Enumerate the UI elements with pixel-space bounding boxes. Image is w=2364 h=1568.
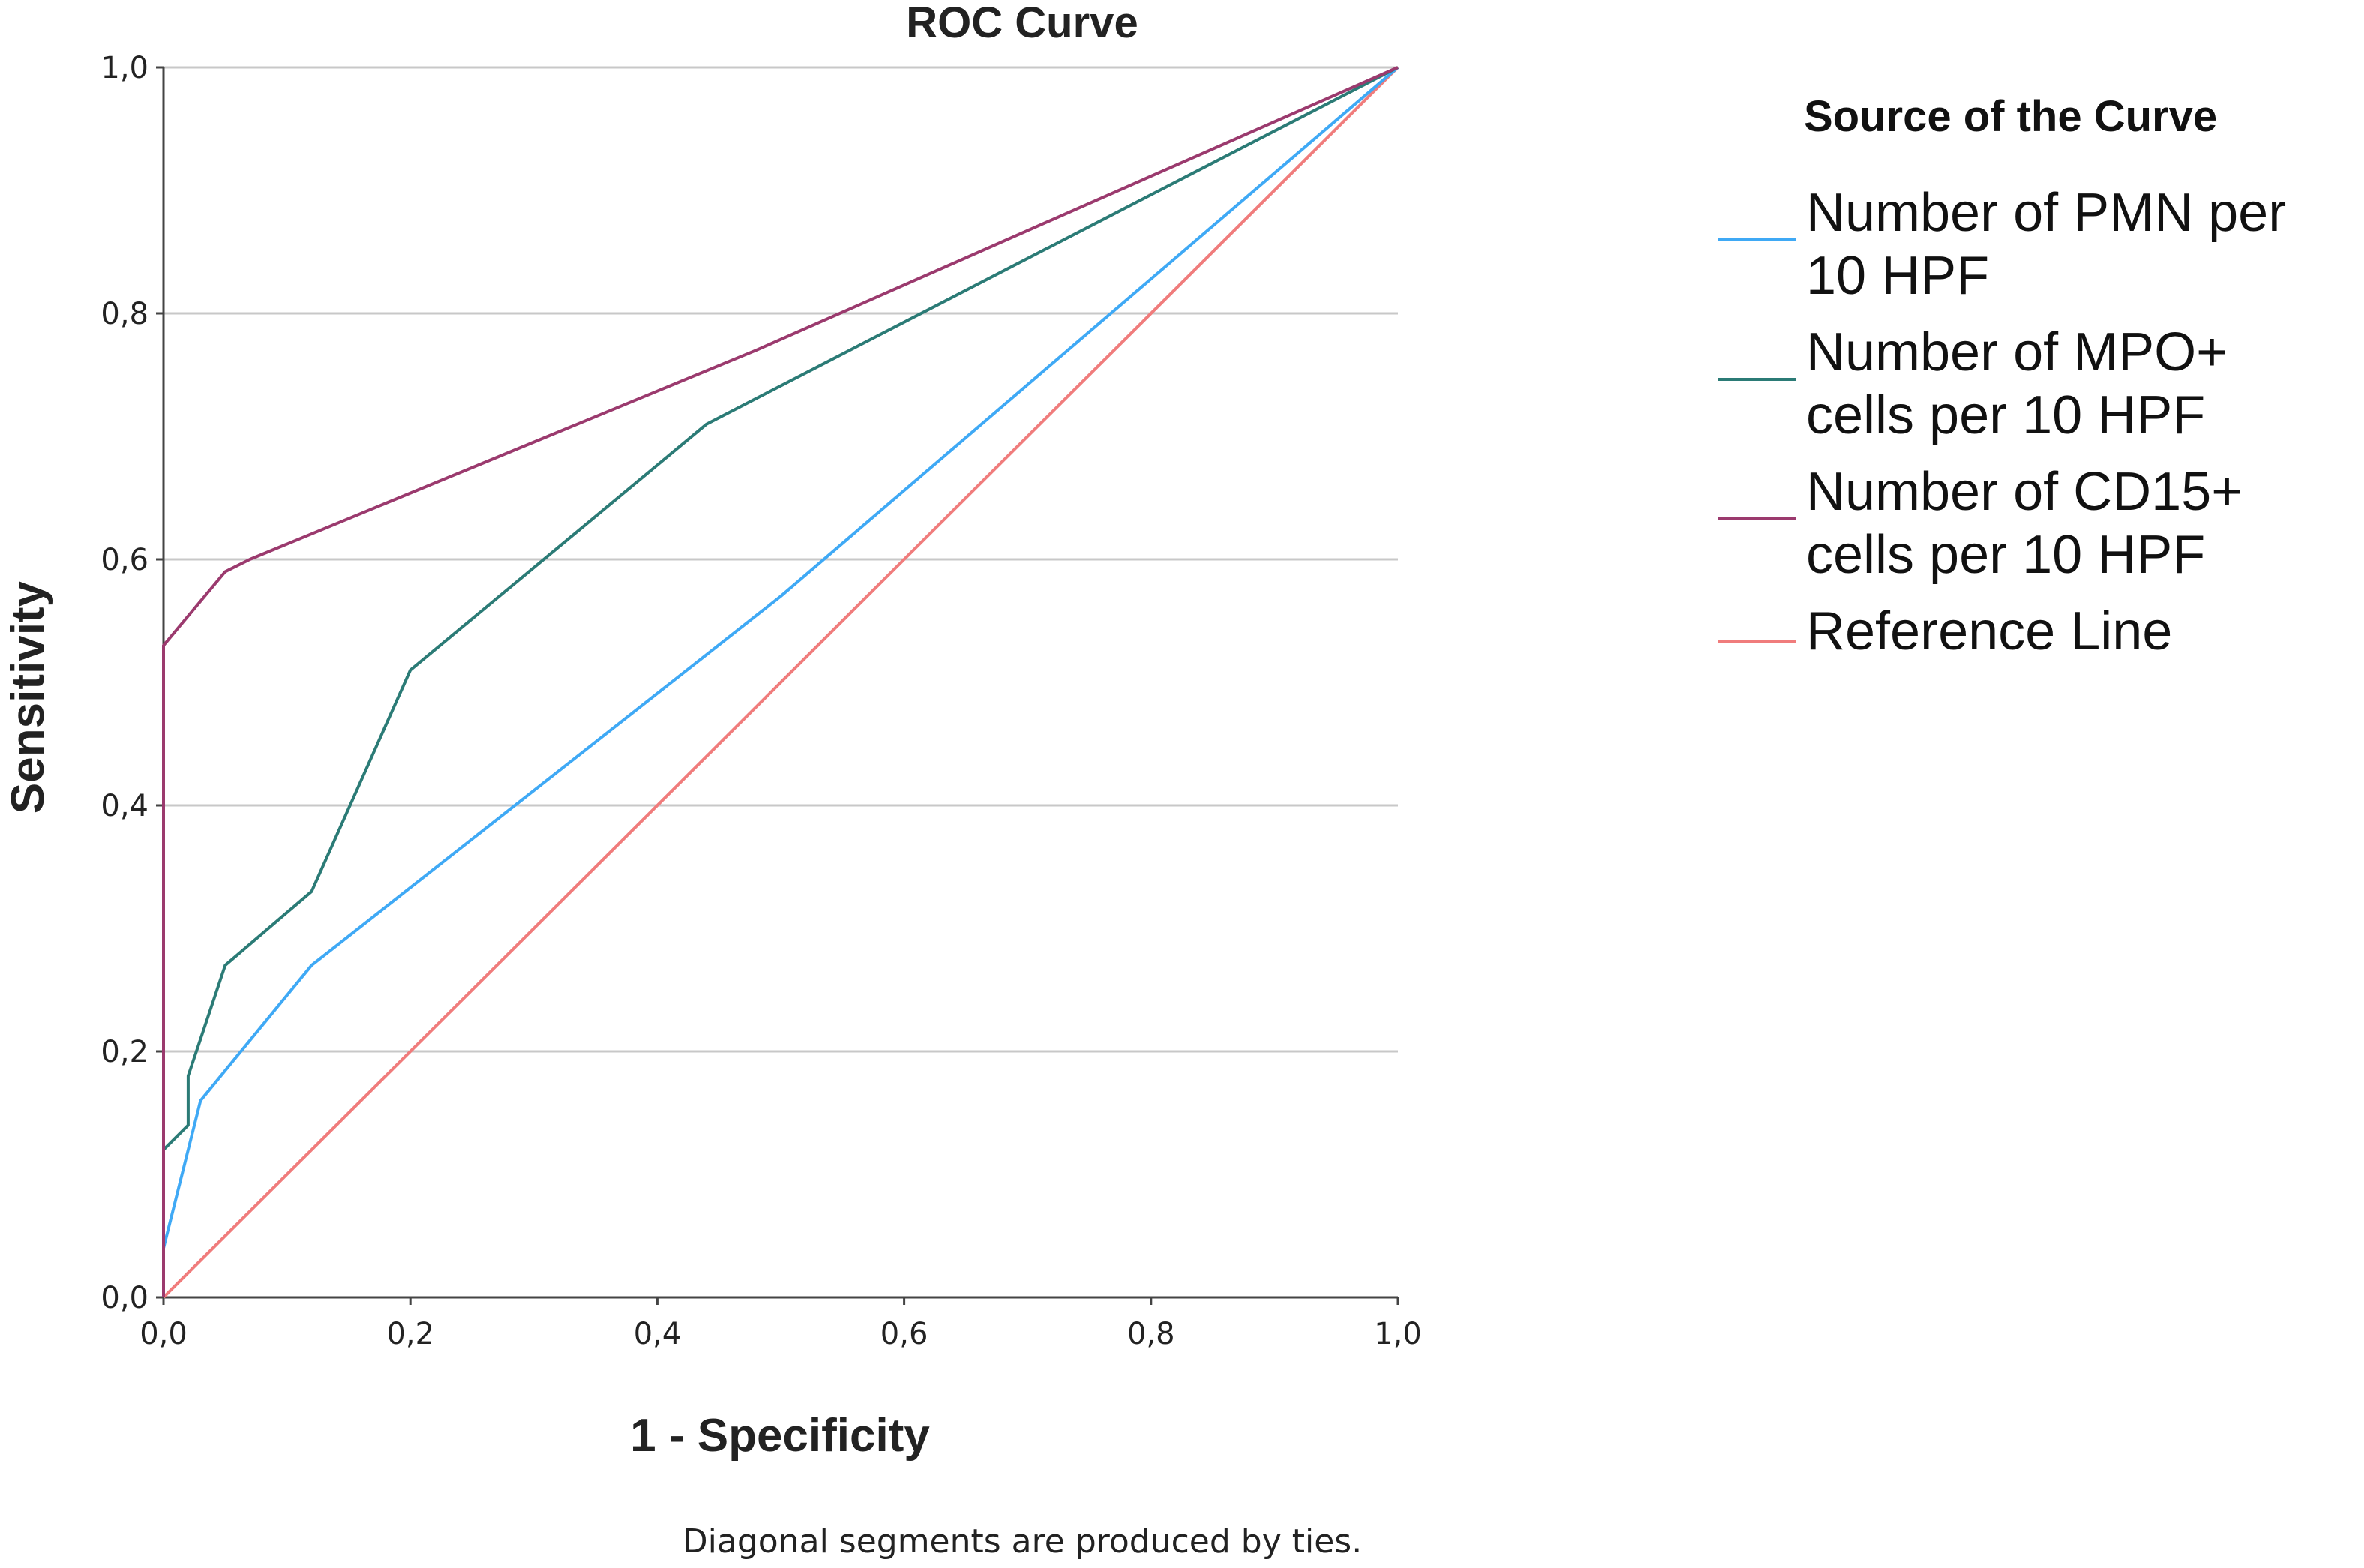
legend-label: cells per 10 HPF xyxy=(1806,525,2205,585)
x-tick-label: 0,6 xyxy=(880,1317,928,1351)
y-axis-label: Sensitivity xyxy=(2,580,54,814)
legend-label: Number of PMN per xyxy=(1806,183,2286,243)
x-tick-label: 0,4 xyxy=(634,1317,682,1351)
x-tick-label: 1,0 xyxy=(1374,1317,1422,1351)
chart-title: ROC Curve xyxy=(906,0,1138,47)
series-line-number-of-mpo-cells-per-10-hpf xyxy=(162,66,1399,1297)
legend-title: Source of the Curve xyxy=(1804,92,2217,141)
x-tick-label: 0,8 xyxy=(1127,1317,1175,1351)
y-tick-label: 0,8 xyxy=(100,297,148,331)
legend: Source of the Curve Number of PMN per10 … xyxy=(1718,92,2286,661)
legend-label: Number of CD15+ xyxy=(1806,462,2242,522)
y-tick-label: 0,2 xyxy=(100,1035,148,1069)
legend-label: cells per 10 HPF xyxy=(1806,385,2205,445)
y-tick-label: 0,4 xyxy=(100,789,148,823)
legend-item-number-of-cd15-cells-per-10-hpf: Number of CD15+cells per 10 HPF xyxy=(1718,462,2242,585)
y-tick-labels: 0,0 0,2 0,4 0,6 0,8 1,0 xyxy=(100,51,164,1315)
x-tick-label: 0,0 xyxy=(140,1317,188,1351)
series-lines xyxy=(162,66,1400,1299)
legend-label: Reference Line xyxy=(1806,601,2172,661)
y-tick-label: 0,6 xyxy=(100,543,148,577)
series-line-number-of-cd15-cells-per-10-hpf xyxy=(162,66,1399,1297)
y-tick-label: 1,0 xyxy=(100,51,148,85)
y-tick-label: 0,0 xyxy=(100,1281,148,1315)
legend-label: 10 HPF xyxy=(1806,246,1989,306)
legend-label: Number of MPO+ xyxy=(1806,322,2228,382)
x-axis-label: 1 - Specificity xyxy=(630,1410,930,1462)
x-tick-labels: 0,0 0,2 0,4 0,6 0,8 1,0 xyxy=(140,1297,1422,1351)
series-line-reference-line xyxy=(162,66,1400,1299)
legend-item-number-of-mpo-cells-per-10-hpf: Number of MPO+cells per 10 HPF xyxy=(1718,322,2228,445)
x-tick-label: 0,2 xyxy=(386,1317,434,1351)
legend-item-reference-line: Reference Line xyxy=(1718,601,2172,661)
footnote: Diagonal segments are produced by ties. xyxy=(682,1522,1362,1561)
gridlines xyxy=(164,66,1398,1053)
